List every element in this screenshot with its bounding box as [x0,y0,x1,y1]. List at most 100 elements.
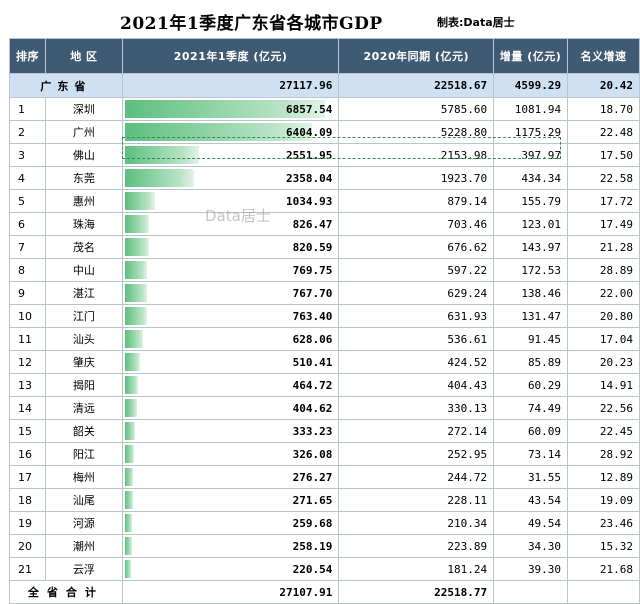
cell-city[interactable]: 韶关 [44,419,123,443]
cell-growth[interactable]: 21.68 [567,557,640,581]
cell-gdp-2021q1[interactable]: 326.08 [121,442,340,466]
total-label[interactable]: 全省合计 [9,580,123,604]
cell-increase[interactable]: 73.14 [493,442,569,466]
cell-gdp-2021q1[interactable]: 258.19 [121,534,340,558]
cell-growth[interactable]: 15.32 [567,534,640,558]
header-gdp-2021q1[interactable]: 2021年1季度 (亿元) [121,38,340,74]
cell-increase[interactable]: 1175.29 [493,120,569,144]
cell-gdp-2020q1[interactable]: 228.11 [338,488,495,512]
cell-city[interactable]: 云浮 [44,557,123,581]
cell-city[interactable]: 阳江 [44,442,123,466]
cell-growth[interactable]: 14.91 [567,373,640,397]
cell-gdp-2020q1[interactable]: 272.14 [338,419,495,443]
cell-growth[interactable]: 20.23 [567,350,640,374]
cell-gdp-2021q1[interactable]: 769.75 [121,258,340,282]
cell-growth[interactable]: 23.46 [567,511,640,535]
cell-increase[interactable]: 60.29 [493,373,569,397]
cell-gdp-2020q1[interactable]: 629.24 [338,281,495,305]
cell-growth[interactable]: 17.04 [567,327,640,351]
cell-increase[interactable]: 60.09 [493,419,569,443]
cell-gdp-2021q1[interactable]: 628.06 [121,327,340,351]
cell-growth[interactable]: 22.48 [567,120,640,144]
cell-gdp-2020q1[interactable]: 404.43 [338,373,495,397]
cell-city[interactable]: 广州 [44,120,123,144]
cell-gdp-2021q1[interactable]: 763.40 [121,304,340,328]
cell-increase[interactable]: 39.30 [493,557,569,581]
cell-gdp-2021q1[interactable]: 2358.04 [121,166,340,190]
cell-gdp-2020q1[interactable]: 536.61 [338,327,495,351]
cell-rank[interactable]: 2 [9,120,46,144]
cell-increase[interactable]: 155.79 [493,189,569,213]
cell-gdp-2020q1[interactable]: 424.52 [338,350,495,374]
cell-gdp-2021q1[interactable]: 464.72 [121,373,340,397]
cell-gdp-2020q1[interactable]: 631.93 [338,304,495,328]
total-increase-empty[interactable] [493,580,569,604]
cell-city[interactable]: 珠海 [44,212,123,236]
cell-growth[interactable]: 28.89 [567,258,640,282]
province-increase[interactable]: 4599.29 [493,73,569,98]
cell-city[interactable]: 梅州 [44,465,123,489]
cell-rank[interactable]: 8 [9,258,46,282]
cell-growth[interactable]: 21.28 [567,235,640,259]
header-rank[interactable]: 排序 [9,38,46,74]
cell-gdp-2021q1[interactable]: 1034.93 [121,189,340,213]
cell-increase[interactable]: 397.97 [493,143,569,167]
cell-increase[interactable]: 143.97 [493,235,569,259]
cell-gdp-2020q1[interactable]: 244.72 [338,465,495,489]
cell-gdp-2020q1[interactable]: 5228.80 [338,120,495,144]
cell-increase[interactable]: 49.54 [493,511,569,535]
cell-rank[interactable]: 3 [9,143,46,167]
cell-city[interactable]: 湛江 [44,281,123,305]
cell-growth[interactable]: 17.49 [567,212,640,236]
cell-increase[interactable]: 43.54 [493,488,569,512]
cell-city[interactable]: 潮州 [44,534,123,558]
cell-increase[interactable]: 123.01 [493,212,569,236]
cell-growth[interactable]: 17.72 [567,189,640,213]
cell-growth[interactable]: 17.50 [567,143,640,167]
province-prev[interactable]: 22518.67 [338,73,495,98]
cell-city[interactable]: 肇庆 [44,350,123,374]
cell-increase[interactable]: 172.53 [493,258,569,282]
cell-rank[interactable]: 10 [9,304,46,328]
cell-city[interactable]: 河源 [44,511,123,535]
cell-increase[interactable]: 34.30 [493,534,569,558]
cell-gdp-2021q1[interactable]: 333.23 [121,419,340,443]
cell-gdp-2020q1[interactable]: 597.22 [338,258,495,282]
cell-increase[interactable]: 31.55 [493,465,569,489]
cell-growth[interactable]: 22.00 [567,281,640,305]
header-gdp-2020q1[interactable]: 2020年同期 (亿元) [338,38,495,74]
cell-rank[interactable]: 12 [9,350,46,374]
cell-gdp-2021q1[interactable]: 6404.09 [121,120,340,144]
cell-increase[interactable]: 434.34 [493,166,569,190]
cell-gdp-2020q1[interactable]: 879.14 [338,189,495,213]
cell-growth[interactable]: 12.89 [567,465,640,489]
header-increase[interactable]: 增量 (亿元) [493,38,569,74]
cell-gdp-2020q1[interactable]: 703.46 [338,212,495,236]
total-growth-empty[interactable] [567,580,640,604]
cell-gdp-2020q1[interactable]: 252.95 [338,442,495,466]
cell-rank[interactable]: 15 [9,419,46,443]
cell-rank[interactable]: 9 [9,281,46,305]
cell-gdp-2021q1[interactable]: 276.27 [121,465,340,489]
cell-gdp-2021q1[interactable]: 767.70 [121,281,340,305]
cell-gdp-2020q1[interactable]: 2153.98 [338,143,495,167]
cell-rank[interactable]: 6 [9,212,46,236]
header-growth[interactable]: 名义增速 [567,38,640,74]
cell-growth[interactable]: 19.09 [567,488,640,512]
cell-gdp-2021q1[interactable]: 2551.95 [121,143,340,167]
cell-city[interactable]: 揭阳 [44,373,123,397]
cell-city[interactable]: 东莞 [44,166,123,190]
cell-growth[interactable]: 28.92 [567,442,640,466]
header-region[interactable]: 地 区 [44,38,123,74]
cell-increase[interactable]: 131.47 [493,304,569,328]
cell-rank[interactable]: 11 [9,327,46,351]
cell-growth[interactable]: 22.56 [567,396,640,420]
cell-gdp-2021q1[interactable]: 820.59 [121,235,340,259]
cell-gdp-2020q1[interactable]: 1923.70 [338,166,495,190]
cell-increase[interactable]: 74.49 [493,396,569,420]
cell-rank[interactable]: 1 [9,97,46,121]
province-growth[interactable]: 20.42 [567,73,640,98]
cell-gdp-2020q1[interactable]: 676.62 [338,235,495,259]
total-gdp[interactable]: 27107.91 [121,580,340,604]
cell-increase[interactable]: 138.46 [493,281,569,305]
